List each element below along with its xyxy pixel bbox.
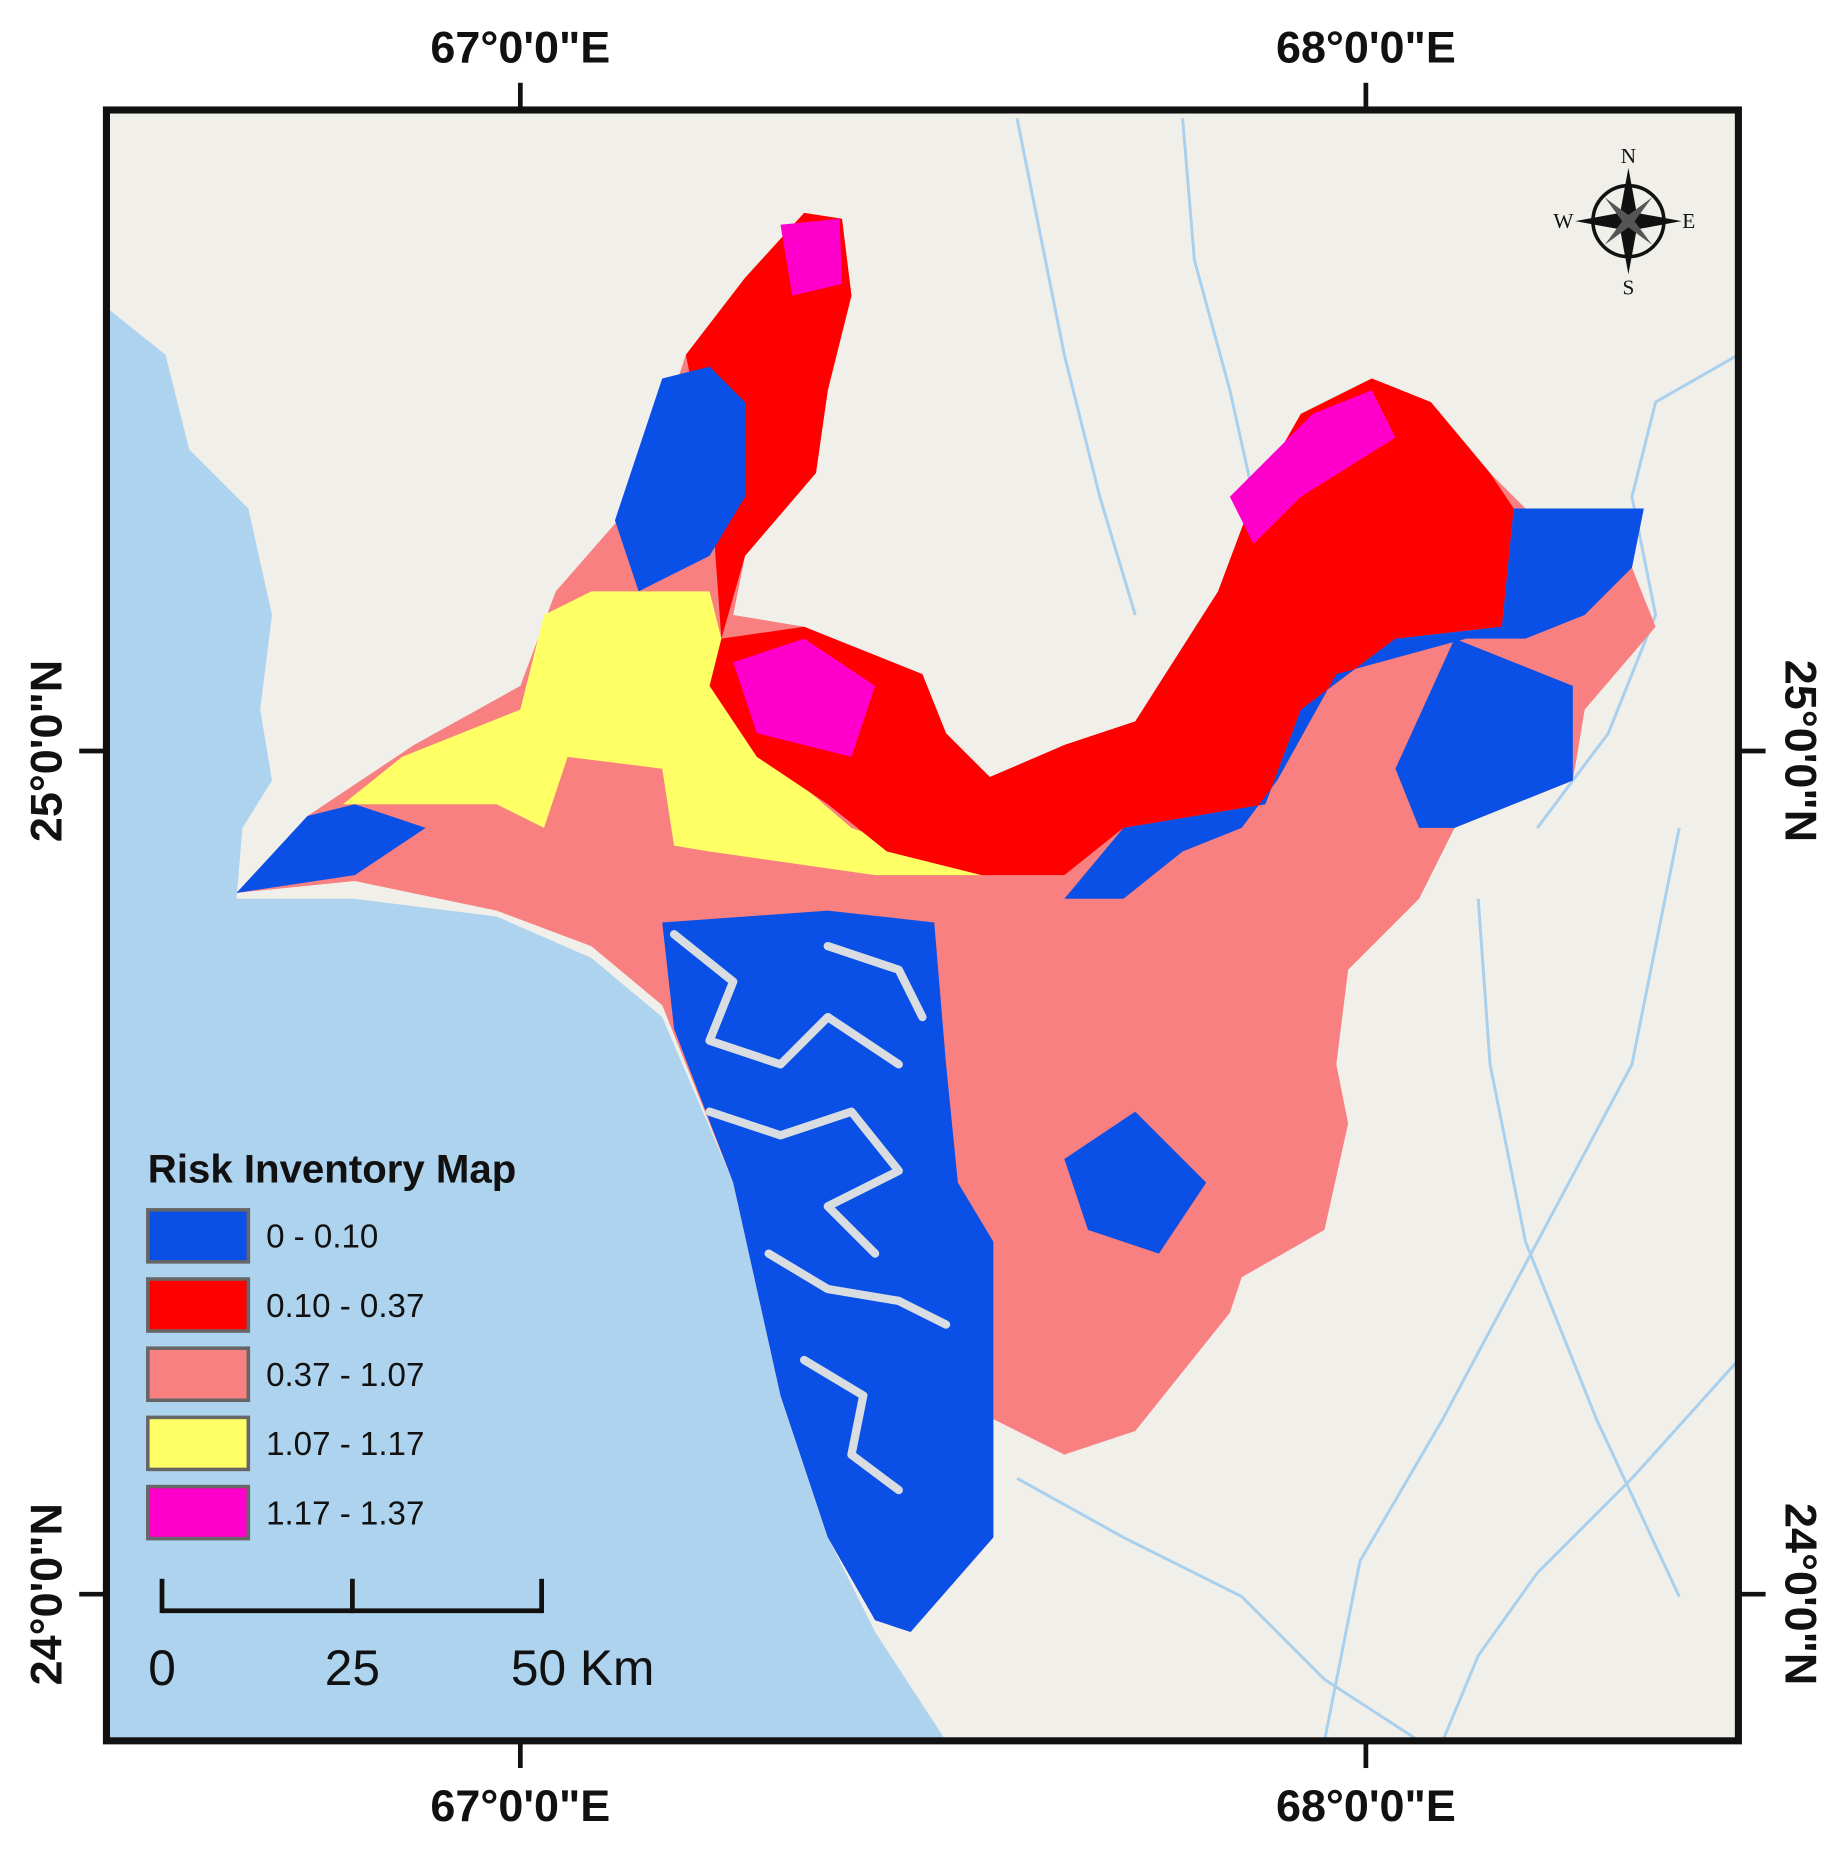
- risk-zone: [1229, 390, 1396, 545]
- risk-zone: [780, 218, 842, 296]
- sea: [106, 307, 947, 1741]
- compass-star: [1604, 197, 1653, 245]
- scale-bar: [159, 1578, 544, 1614]
- legend-swatch: [146, 1415, 251, 1472]
- compass-label: S: [1622, 275, 1634, 299]
- river: [1181, 118, 1255, 498]
- creek: [800, 1355, 903, 1495]
- creek: [823, 941, 927, 1022]
- legend-swatch: [146, 1484, 251, 1541]
- river: [1441, 1359, 1740, 1742]
- longitude-label: 68°0'0"E: [1276, 22, 1456, 73]
- compass-label: W: [1553, 209, 1574, 233]
- risk-zones: [236, 212, 1656, 1633]
- creek: [764, 1249, 951, 1329]
- river: [1476, 898, 1681, 1598]
- risk-zone: [342, 591, 982, 876]
- legend-title: Risk Inventory Map: [148, 1147, 516, 1192]
- legend-swatch: [146, 1277, 251, 1333]
- scale-label: 50 Km: [511, 1640, 655, 1696]
- creek: [705, 1107, 903, 1258]
- legend-label: 0.10 - 0.37: [266, 1288, 424, 1325]
- latitude-label: 25°0'0"N: [1776, 660, 1827, 842]
- legend-label: 0 - 0.10: [266, 1219, 378, 1256]
- risk-zone: [733, 638, 876, 757]
- longitude-label: 68°0'0"E: [1276, 1780, 1456, 1831]
- longitude-label: 67°0'0"E: [430, 22, 610, 73]
- risk-zone: [1395, 638, 1573, 828]
- latitude-label: 24°0'0"N: [1776, 1503, 1827, 1685]
- compass-label: N: [1621, 144, 1636, 168]
- legend-label: 1.17 - 1.37: [266, 1495, 424, 1532]
- latitude-label: 25°0'0"N: [20, 660, 71, 842]
- legend-label: 1.07 - 1.17: [266, 1426, 424, 1463]
- map-frame: [102, 106, 1742, 1745]
- legend: Risk Inventory Map 0 - 0.10 0.10 - 0.37 0.…: [146, 1147, 516, 1541]
- legend-swatch: [146, 1346, 251, 1403]
- scale-label: 25: [325, 1640, 380, 1696]
- risk-zone: [1064, 508, 1644, 899]
- compass-label: E: [1682, 209, 1695, 233]
- risk-zone: [1064, 1111, 1207, 1254]
- latitude-label: 24°0'0"N: [20, 1503, 71, 1685]
- river: [1015, 117, 1137, 616]
- risk-zone: [981, 378, 1514, 876]
- creek: [669, 930, 903, 1069]
- graticule: [79, 82, 1766, 1769]
- legend-label: 0.37 - 1.07: [266, 1357, 424, 1394]
- risk-zone: [236, 804, 426, 893]
- risk-zone: [685, 212, 852, 639]
- risk-zone: [662, 910, 994, 1633]
- river: [1536, 353, 1740, 829]
- legend-swatch: [146, 1208, 251, 1264]
- scale-label: 0: [148, 1640, 176, 1696]
- river: [1016, 1476, 1420, 1743]
- longitude-label: 67°0'0"E: [430, 1780, 610, 1831]
- river: [1323, 827, 1681, 1742]
- compass-rose: N E S W: [1553, 144, 1695, 299]
